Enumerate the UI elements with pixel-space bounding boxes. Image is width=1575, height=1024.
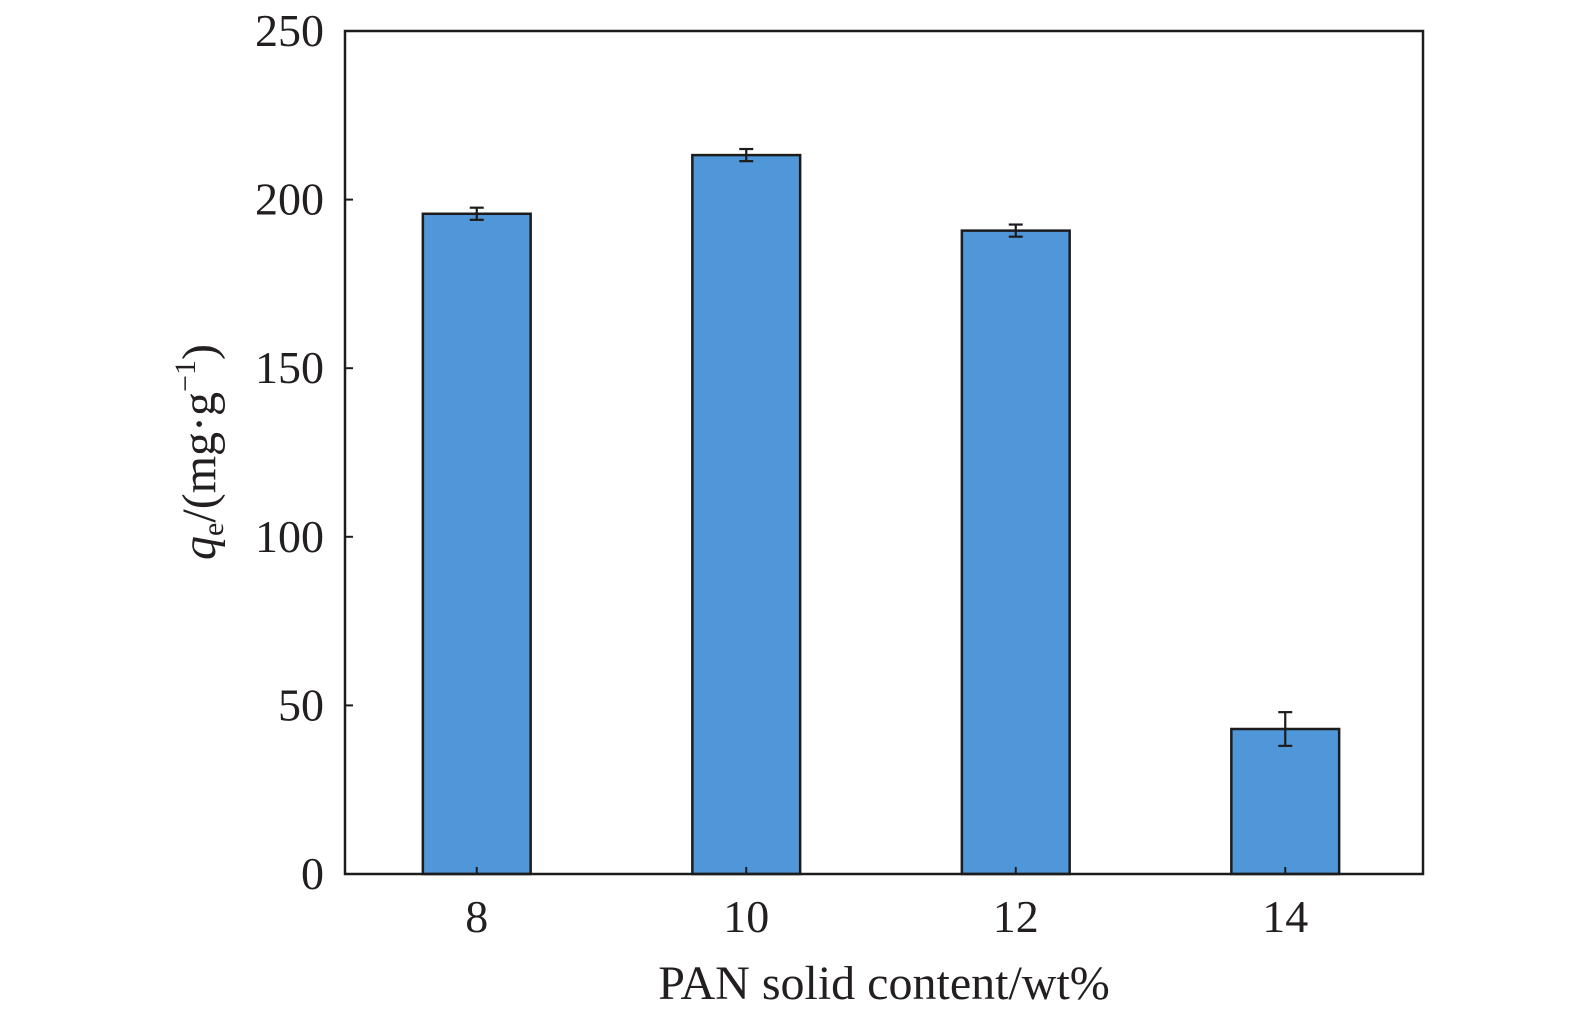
x-tick-label-12: 12 [993, 891, 1039, 942]
y-tick-label-0: 0 [301, 848, 324, 899]
bar-12 [960, 229, 1071, 876]
x-axis-title: PAN solid content/wt% [658, 957, 1110, 1010]
x-tick-label-10: 10 [723, 891, 769, 942]
y-axis-symbol: q [173, 536, 226, 560]
y-axis-unit-suffix: ) [173, 344, 226, 360]
bar-10 [691, 153, 802, 876]
y-tick-label-150: 150 [255, 342, 324, 393]
y-tick-label-50: 50 [278, 679, 324, 730]
y-tick-label-250: 250 [255, 5, 324, 56]
y-tick-label-200: 200 [255, 174, 324, 225]
bar-14 [1230, 727, 1341, 876]
y-tick-label-100: 100 [255, 511, 324, 562]
x-tick-label-8: 8 [465, 891, 488, 942]
error-bars-layer [469, 147, 1293, 747]
y-axis-title: qe/(mg·g−1) [169, 344, 230, 560]
y-axis-unit-exponent: −1 [169, 360, 202, 392]
y-axis-unit-prefix: /(mg·g [173, 392, 226, 523]
bars-layer [421, 153, 1341, 876]
plot-frame [343, 29, 1425, 876]
x-axis-ticks: 8 10 12 14 [465, 867, 1308, 942]
y-axis-subscript: e [197, 523, 230, 536]
y-axis-ticks: 0 50 100 150 200 250 [255, 5, 353, 899]
bar-8 [421, 212, 532, 876]
x-tick-label-14: 14 [1262, 891, 1308, 942]
